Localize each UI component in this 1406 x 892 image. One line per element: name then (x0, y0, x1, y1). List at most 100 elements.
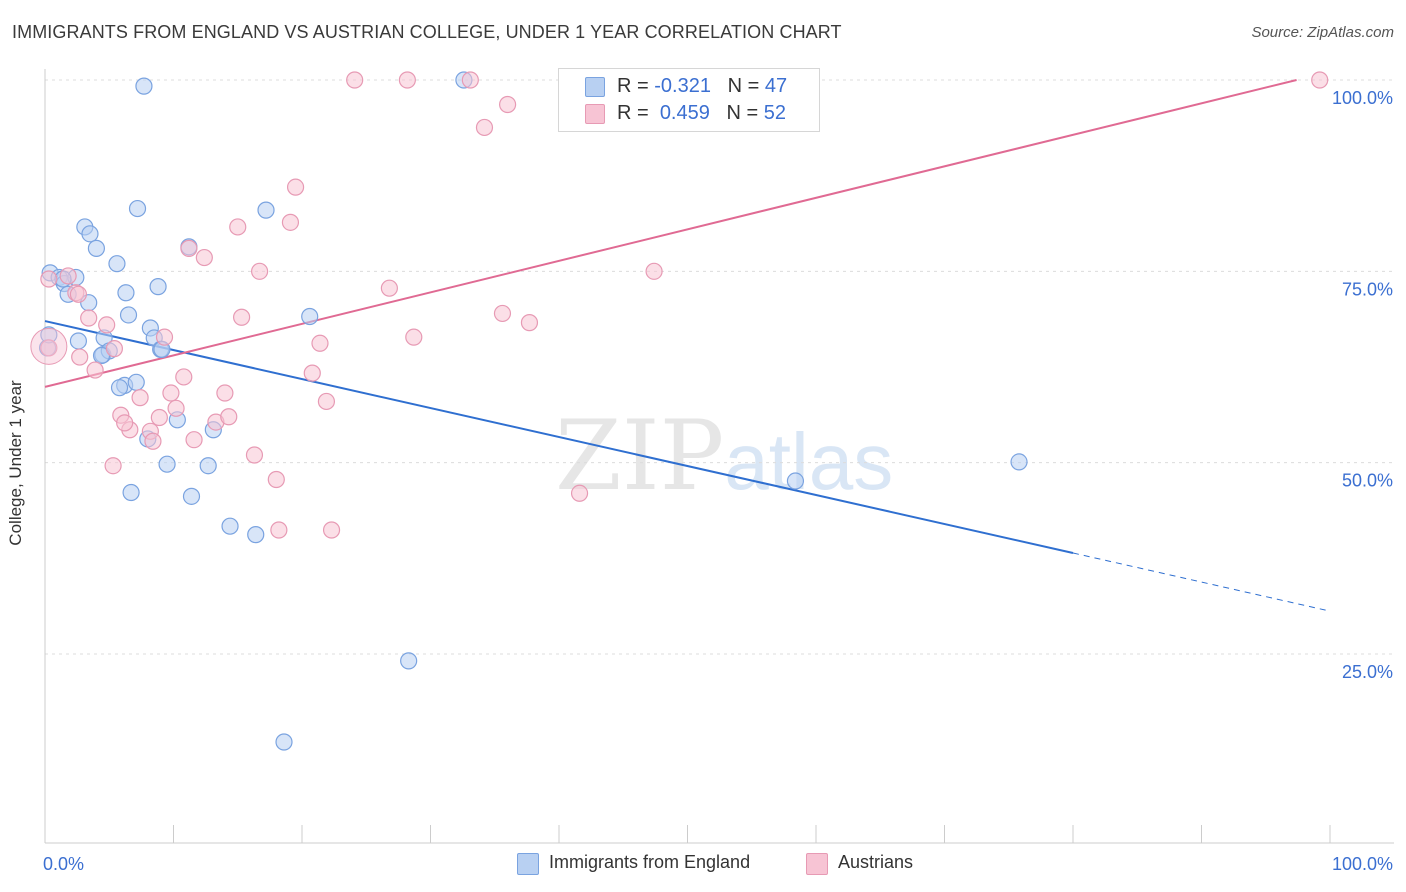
point-austrians (71, 348, 89, 366)
point-austrians (105, 340, 123, 358)
r-label: R = (617, 75, 655, 97)
source-label: Source: ZipAtlas.com (1251, 24, 1394, 41)
point-austrians (267, 470, 285, 489)
point-austrians (303, 364, 321, 382)
point-england (119, 306, 138, 324)
point-england (158, 455, 176, 473)
point-england (117, 284, 135, 302)
point-austrians (499, 95, 517, 114)
point-austrians (80, 309, 98, 327)
point-england (786, 472, 805, 490)
n-value: 47 (764, 75, 788, 97)
y-tick-label: 50.0% (1342, 471, 1393, 491)
point-austrians (493, 304, 512, 323)
point-austrians (104, 457, 122, 475)
point-austrians (216, 384, 234, 402)
point-austrians (281, 213, 300, 231)
point-austrians (398, 71, 416, 89)
n-label: N = (726, 102, 764, 124)
n-value: 52 (763, 102, 787, 124)
point-austrians (229, 218, 247, 236)
point-england (108, 255, 126, 273)
y-tick-label: 75.0% (1342, 279, 1393, 299)
point-austrians (380, 279, 398, 297)
point-austrians (311, 334, 329, 352)
point-austrians (195, 248, 213, 267)
point-england (301, 307, 319, 326)
point-austrians (461, 71, 479, 89)
point-england (400, 652, 418, 670)
trend-lines (44, 79, 1331, 612)
point-austrians (520, 314, 539, 332)
point-austrians (1311, 71, 1329, 89)
x-tick-label: 0.0% (43, 854, 84, 874)
x-tick-label: 100.0% (1332, 854, 1393, 874)
legend-swatch-england (517, 853, 539, 875)
point-england (81, 225, 99, 243)
point-england (182, 487, 201, 505)
point-austrians (167, 399, 185, 417)
point-england (247, 526, 265, 544)
stats-text-england: R = -0.321 N = 47 (617, 75, 787, 98)
y-tick-label: 100.0% (1332, 88, 1393, 108)
point-austrians (233, 308, 251, 326)
axes (44, 69, 1394, 844)
point-austrians (286, 178, 305, 196)
legend-swatch-england (585, 77, 605, 97)
point-austrians (475, 118, 494, 137)
point-england (69, 332, 88, 350)
point-austrians (270, 521, 288, 539)
chart-title: IMMIGRANTS FROM ENGLAND VS AUSTRIAN COLL… (12, 22, 842, 42)
point-austrians (570, 484, 589, 502)
trend-line-england-extension (1072, 552, 1331, 612)
point-england (135, 77, 153, 95)
point-austrians (86, 361, 104, 379)
legend-label-england: Immigrants from England (549, 852, 751, 872)
point-england (1010, 453, 1028, 471)
point-austrians (346, 71, 364, 89)
legend-swatch-austrians (806, 853, 828, 875)
point-austrians (98, 316, 116, 334)
point-austrians (645, 262, 663, 280)
point-england (149, 278, 167, 296)
y-tick-label: 25.0% (1342, 662, 1393, 682)
trend-line-austrians (44, 79, 1297, 388)
r-value: 0.459 (659, 102, 710, 124)
point-austrians (245, 446, 264, 464)
point-austrians (155, 328, 174, 346)
point-england (87, 239, 106, 257)
point-austrians (162, 384, 180, 402)
point-austrians (116, 414, 134, 432)
legend-label-austrians: Austrians (838, 852, 914, 872)
n-label: N = (727, 75, 765, 97)
point-england (110, 379, 129, 397)
stats-legend: R = -0.321 N = 47 R = 0.459 N = 52 (558, 68, 820, 132)
point-austrians (175, 368, 193, 386)
watermark-atlas: atlas (724, 417, 894, 506)
point-austrians (180, 239, 198, 257)
r-label: R = (617, 102, 655, 124)
trend-line-england (44, 320, 1074, 554)
point-austrians (150, 408, 168, 427)
legend-swatch-austrians (585, 104, 605, 124)
point-austrians (144, 432, 162, 450)
data-points (30, 71, 1329, 751)
point-austrians (131, 389, 149, 407)
point-england (127, 373, 145, 391)
point-cluster (30, 327, 68, 365)
point-austrians (317, 392, 336, 411)
tick-labels: 25.0% 50.0% 75.0% 100.0% 0.0% 100.0% (43, 88, 1393, 874)
stats-text-austrians: R = 0.459 N = 52 (617, 102, 786, 125)
point-england (128, 199, 147, 218)
point-austrians (250, 262, 269, 280)
r-value: -0.321 (654, 75, 711, 97)
point-austrians (185, 431, 203, 449)
point-austrians (59, 267, 77, 285)
point-austrians (405, 328, 423, 346)
point-austrians (69, 285, 88, 303)
point-england (257, 201, 275, 219)
point-austrians (220, 408, 238, 426)
point-england (122, 483, 140, 502)
y-axis-label: College, Under 1 year (6, 380, 25, 546)
